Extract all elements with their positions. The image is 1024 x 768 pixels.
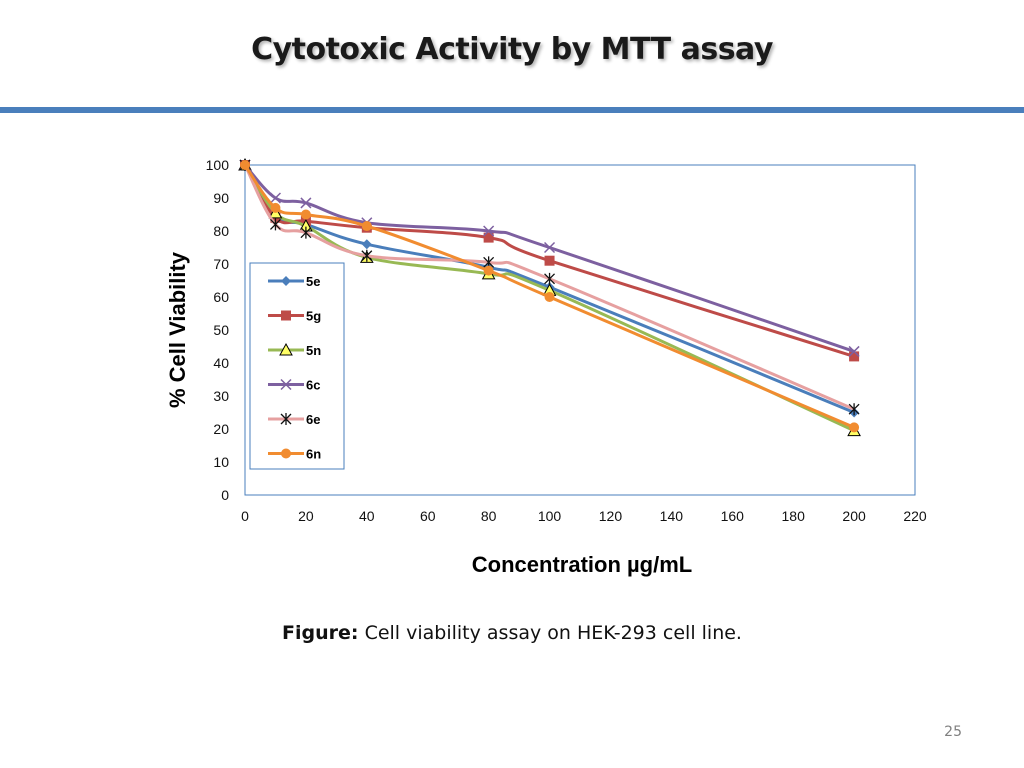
series-line-6e bbox=[243, 164, 855, 411]
data-point-6n bbox=[270, 202, 281, 213]
x-tick-label: 180 bbox=[782, 508, 806, 524]
data-point-6e bbox=[300, 226, 312, 239]
data-point-6n bbox=[849, 422, 860, 433]
y-tick-label: 30 bbox=[213, 388, 229, 404]
y-tick-label: 20 bbox=[213, 421, 229, 437]
x-tick-label: 60 bbox=[420, 508, 436, 524]
y-tick-label: 50 bbox=[213, 322, 229, 338]
series-line-5g bbox=[243, 164, 855, 358]
legend-marker bbox=[281, 276, 291, 286]
legend-marker bbox=[281, 448, 291, 459]
data-point-6n bbox=[483, 265, 494, 276]
series-line-6c bbox=[243, 163, 855, 353]
legend-label: 5n bbox=[306, 343, 321, 358]
y-tick-label: 40 bbox=[213, 355, 229, 371]
legend-item-6c: 6c bbox=[268, 378, 320, 393]
plot-area-frame bbox=[244, 164, 916, 496]
legend-label: 6n bbox=[306, 447, 321, 462]
data-point-6c bbox=[483, 225, 495, 237]
y-tick-label: 10 bbox=[213, 454, 229, 470]
legend: 5e 5g 5n 6c 6e 6n bbox=[249, 262, 345, 470]
y-tick-label: 60 bbox=[213, 289, 229, 305]
legend-label: 5g bbox=[306, 309, 321, 324]
data-point-6n bbox=[544, 292, 555, 302]
data-point-6n bbox=[240, 160, 250, 170]
data-point-6e bbox=[361, 249, 373, 262]
series-layer bbox=[238, 157, 861, 437]
caption-label: Figure: bbox=[282, 622, 359, 644]
series-line-5n bbox=[243, 164, 855, 433]
series-6n bbox=[240, 160, 860, 433]
legend-item-5e: 5e bbox=[268, 274, 320, 289]
data-point-6c bbox=[544, 241, 556, 254]
x-tick-label: 40 bbox=[359, 508, 375, 524]
legend-box bbox=[249, 262, 345, 470]
y-tick-label: 0 bbox=[221, 487, 229, 503]
legend-item-5g: 5g bbox=[268, 309, 321, 324]
data-point-6e bbox=[544, 272, 556, 285]
x-tick-label: 20 bbox=[298, 508, 314, 524]
legend-label: 6c bbox=[306, 378, 320, 393]
y-axis-label: % Cell Viability bbox=[165, 251, 190, 408]
data-point-6c bbox=[300, 197, 312, 209]
legend-marker bbox=[281, 310, 291, 321]
legend-item-6e: 6e bbox=[268, 412, 320, 427]
x-axis-label: Concentration µg/mL bbox=[472, 552, 692, 577]
data-point-6n bbox=[361, 221, 372, 232]
x-tick-label: 120 bbox=[599, 508, 623, 524]
y-tick-label: 90 bbox=[213, 190, 229, 206]
data-point-6c bbox=[848, 345, 860, 357]
legend-label: 6e bbox=[306, 412, 320, 427]
legend-marker bbox=[280, 413, 292, 425]
x-tick-label: 100 bbox=[538, 508, 562, 524]
title-underline-bar bbox=[0, 107, 1024, 113]
y-axis-ticks: 0 10 20 30 40 50 60 70 80 90 100 bbox=[206, 157, 230, 503]
legend-label: 5e bbox=[306, 274, 320, 289]
x-tick-label: 80 bbox=[481, 508, 497, 524]
y-tick-label: 70 bbox=[213, 256, 229, 272]
data-point-6c bbox=[269, 192, 281, 204]
legend-item-5n: 5n bbox=[268, 342, 321, 358]
caption-text: Cell viability assay on HEK-293 cell lin… bbox=[364, 622, 742, 644]
figure-caption: Figure: Cell viability assay on HEK-293 … bbox=[0, 622, 1024, 644]
x-tick-label: 220 bbox=[903, 508, 927, 524]
data-point-6e bbox=[848, 403, 860, 416]
y-tick-label: 100 bbox=[206, 157, 230, 173]
data-point-5g bbox=[483, 232, 494, 243]
x-tick-label: 140 bbox=[660, 508, 684, 524]
x-tick-label: 0 bbox=[241, 508, 249, 524]
x-tick-label: 200 bbox=[842, 508, 866, 524]
data-point-6n bbox=[300, 209, 311, 220]
legend-marker bbox=[279, 342, 293, 356]
data-point-5g bbox=[849, 351, 860, 362]
legend-marker bbox=[280, 378, 292, 391]
data-point-5e bbox=[361, 239, 372, 250]
data-point-5g bbox=[544, 255, 555, 266]
x-axis-ticks: 0 20 40 60 80 100 120 140 160 180 200 220 bbox=[241, 508, 927, 524]
slide-title: Cytotoxic Activity by MTT assay bbox=[251, 32, 773, 67]
series-6c bbox=[239, 159, 860, 357]
page-number: 25 bbox=[944, 724, 962, 740]
y-tick-label: 80 bbox=[213, 223, 229, 239]
data-point-6e bbox=[269, 218, 281, 231]
series-line-6n bbox=[243, 164, 855, 429]
legend-item-6n: 6n bbox=[268, 447, 321, 462]
x-tick-label: 160 bbox=[721, 508, 745, 524]
